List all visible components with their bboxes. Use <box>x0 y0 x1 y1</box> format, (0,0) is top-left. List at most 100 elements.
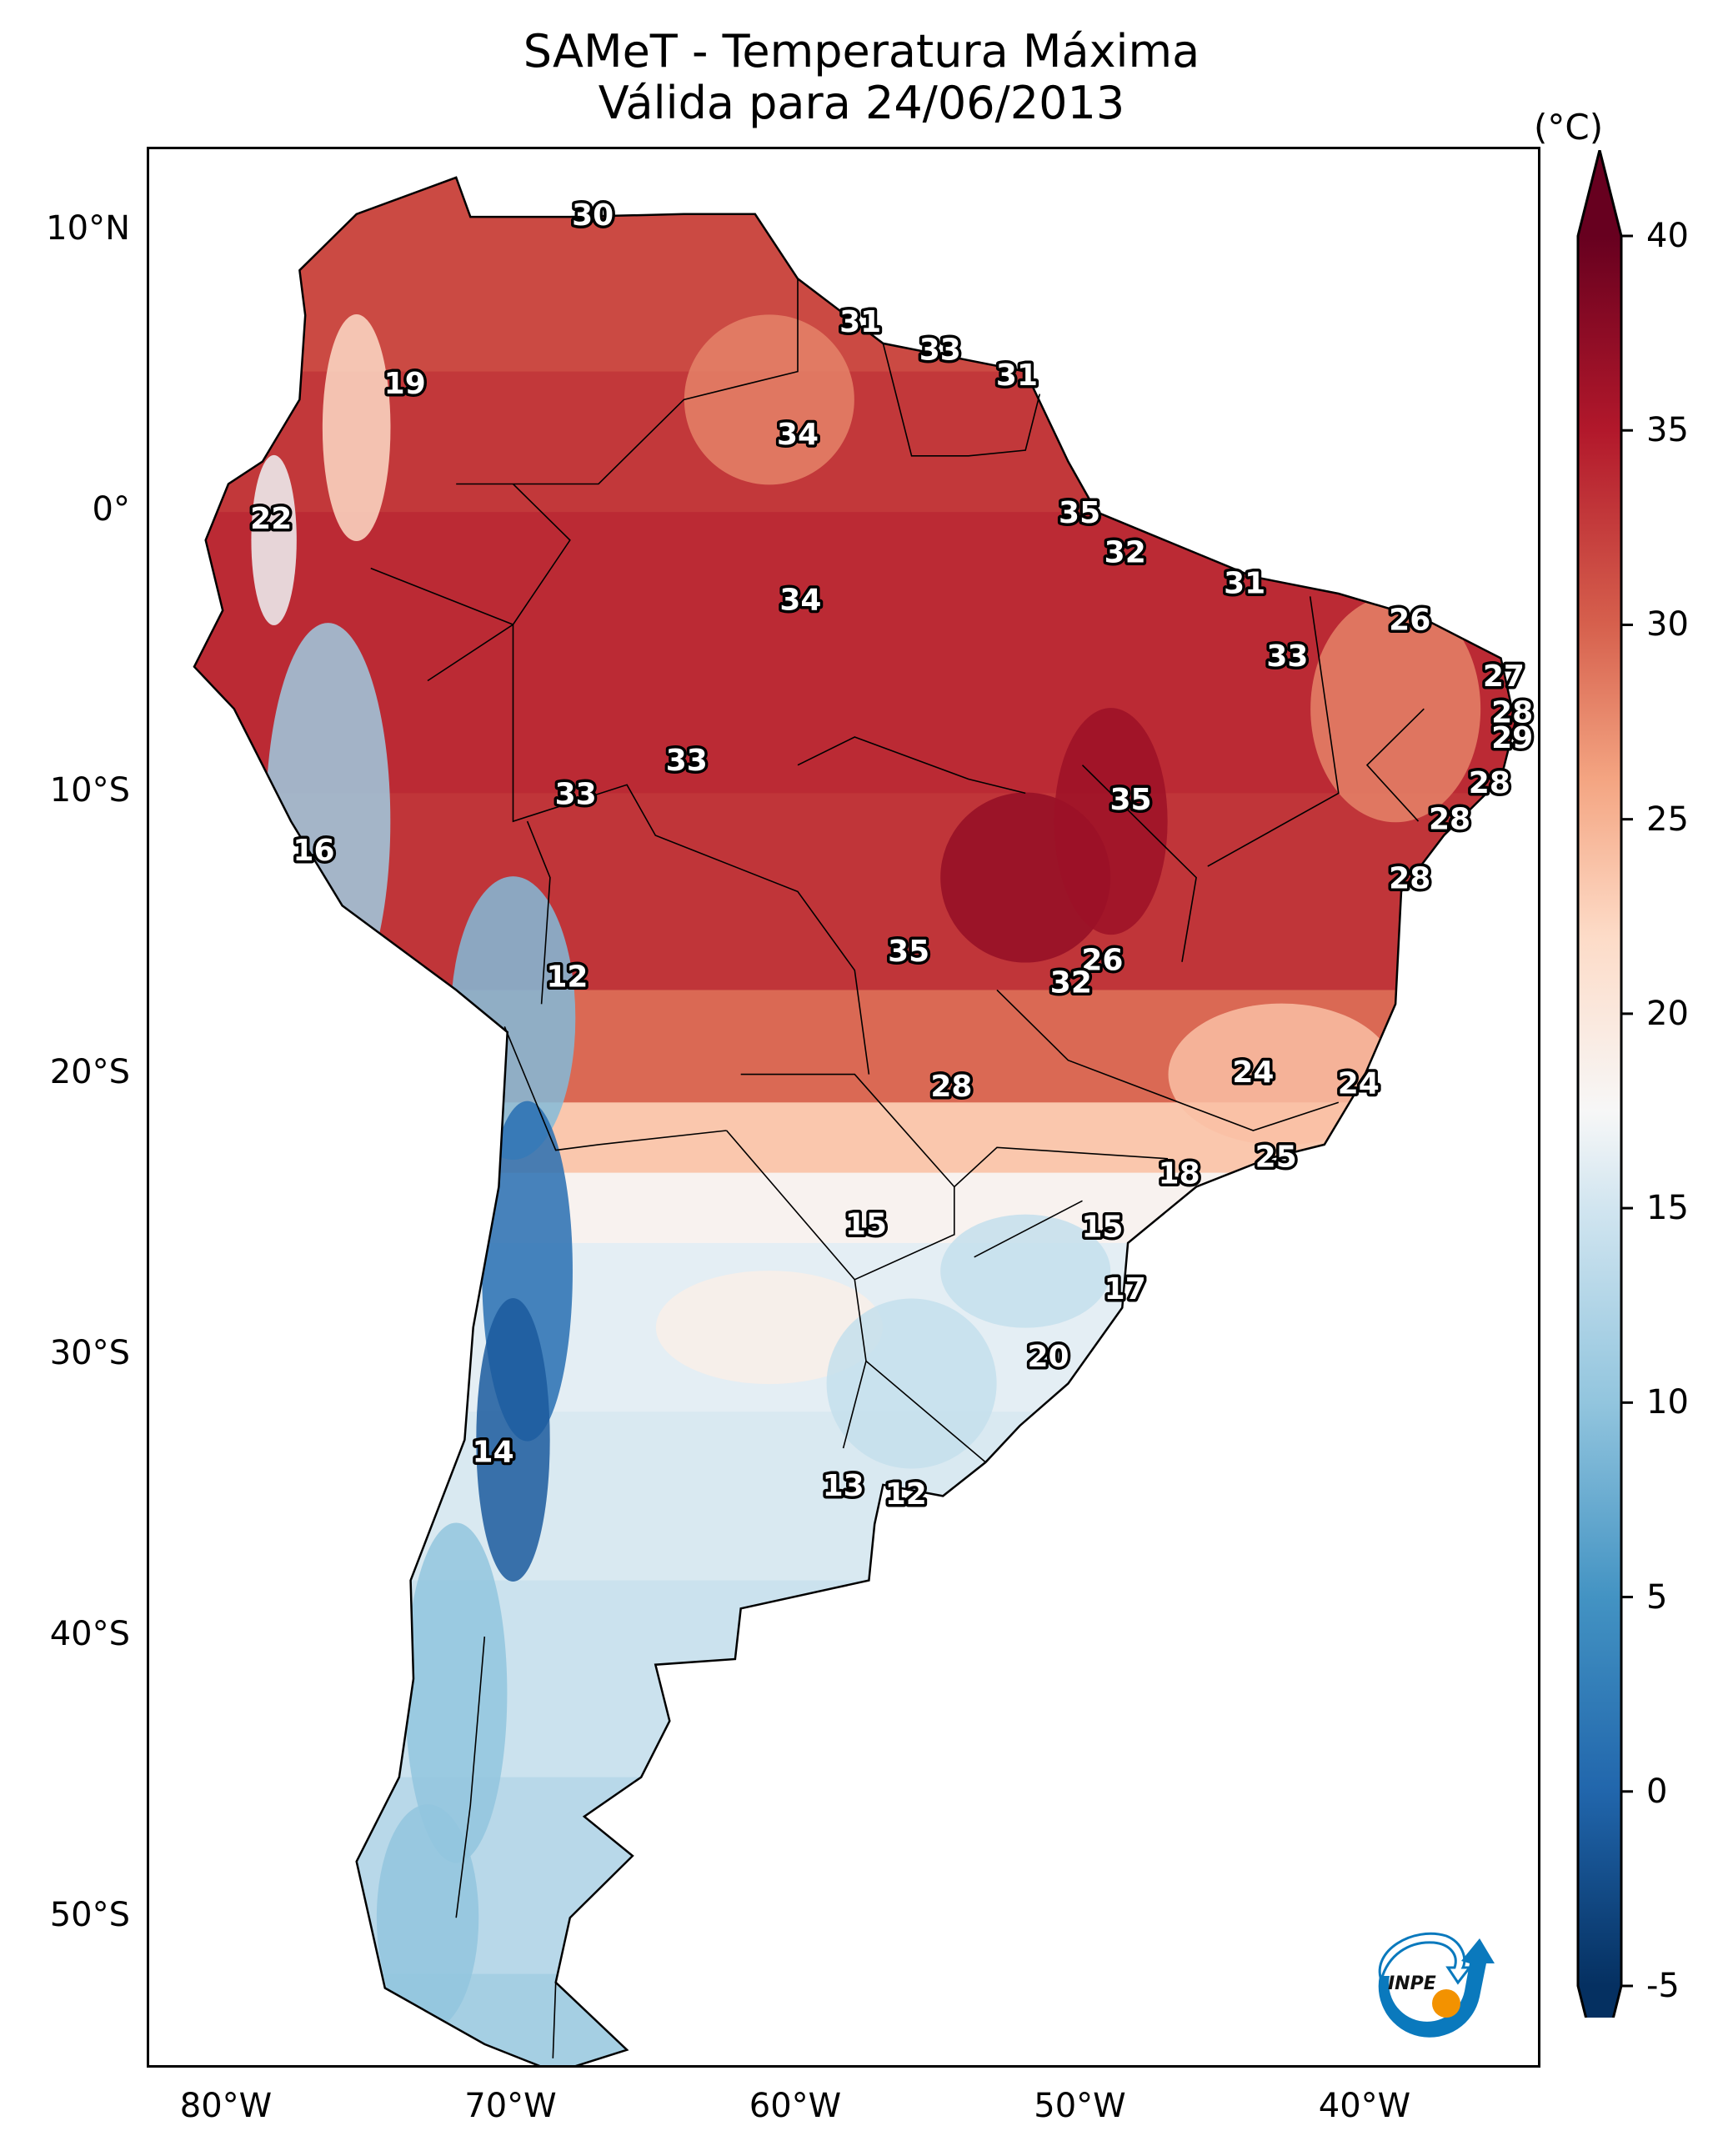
lat-tick-label: 10°N <box>46 209 130 248</box>
station-value-label: 18 <box>1159 1157 1200 1191</box>
colorbar-extend-max <box>1578 150 1621 236</box>
station-value-label: 33 <box>1266 639 1308 674</box>
country-border <box>865 1360 986 1463</box>
station-value-label: 26 <box>1081 943 1123 977</box>
temperature-band <box>194 1777 1515 1975</box>
temperature-anomaly <box>1168 1003 1395 1146</box>
station-value-label: 12 <box>546 960 588 995</box>
temperature-anomaly <box>251 454 297 625</box>
station-value-label: 27 <box>1483 659 1525 694</box>
lon-tick-label: 50°W <box>1034 2087 1126 2125</box>
station-value-label: 24 <box>1232 1055 1274 1090</box>
country-border <box>427 623 870 1075</box>
colorbar-tick-label: 40 <box>1646 217 1689 255</box>
colorbar <box>1576 150 1633 2018</box>
station-value-label: 28 <box>930 1070 972 1104</box>
station-value-label: 35 <box>1059 496 1100 530</box>
country-border <box>725 1073 955 1281</box>
station-value-label: 14 <box>473 1435 514 1469</box>
station-value-label: 17 <box>1104 1272 1146 1306</box>
inpe-logo-arrow <box>1378 1932 1473 1985</box>
lat-tick-label: 30°S <box>49 1333 130 1372</box>
station-value-label: 13 <box>823 1469 864 1503</box>
station-value-label: 28 <box>1389 862 1430 896</box>
station-value-label: 35 <box>888 935 929 969</box>
station-value-label: 16 <box>293 834 334 868</box>
station-value-label: 30 <box>572 198 614 233</box>
station-value-label: 33 <box>555 777 597 811</box>
station-value-label: 15 <box>1081 1211 1123 1245</box>
lon-tick-label: 80°W <box>179 2087 273 2125</box>
land-temperature-field <box>194 177 1515 2065</box>
temperature-anomaly <box>1310 595 1481 823</box>
chart-title: SAMeT - Temperatura Máxima <box>523 25 1200 78</box>
station-value-label: 24 <box>1338 1067 1380 1101</box>
station-value-label: 34 <box>779 584 821 618</box>
colorbar-extend-min <box>1578 1986 1621 2018</box>
map-plot-area: 30 19 31 33 31 34 22 35 32 31 34 26 33 27 28 29 33 33 35 28… <box>147 147 1540 2068</box>
country-border <box>456 278 799 485</box>
colorbar-tick-label: 0 <box>1646 1772 1668 1811</box>
lon-tick-label: 70°W <box>464 2087 557 2125</box>
station-value-label: 33 <box>666 744 708 778</box>
lat-tick-label: 50°S <box>49 1896 130 1935</box>
colorbar-gradient <box>1578 236 1621 1986</box>
temperature-anomaly <box>684 314 854 485</box>
country-border <box>1365 708 1425 822</box>
station-value-label: 31 <box>996 358 1038 393</box>
lat-tick-label: 0° <box>92 490 130 529</box>
station-value-label: 12 <box>885 1477 927 1512</box>
station-value-label: 15 <box>845 1207 887 1241</box>
inpe-logo-sun <box>1432 1989 1460 2018</box>
station-value-label: 34 <box>777 418 819 452</box>
temperature-anomaly <box>476 1297 550 1582</box>
station-value-label: 28 <box>1491 696 1533 730</box>
inpe-logo-text: INPE <box>1388 1973 1436 1994</box>
station-value-label: 35 <box>1110 783 1152 817</box>
station-value-label: 25 <box>1255 1140 1297 1174</box>
country-border <box>974 1200 1083 1258</box>
colorbar-tick-label: 30 <box>1646 605 1689 644</box>
country-border <box>882 343 1041 457</box>
country-border <box>503 1025 727 1151</box>
country-border <box>797 736 1026 795</box>
station-value-label: 31 <box>1224 567 1265 601</box>
temperature-anomaly <box>322 314 391 542</box>
colorbar-tick-label: 5 <box>1646 1577 1668 1617</box>
temperature-anomaly <box>405 1522 508 1863</box>
colorbar-unit-label: (°C) <box>1534 107 1604 148</box>
colorbar-tick-label: 10 <box>1646 1383 1689 1422</box>
chart-subtitle: Válida para 24/06/2013 <box>598 77 1125 129</box>
coastline <box>193 176 1516 2065</box>
country-border <box>842 1279 867 1449</box>
temperature-anomaly <box>940 1214 1111 1328</box>
station-value-label: 32 <box>1050 965 1092 1000</box>
country-border <box>370 483 571 626</box>
station-value-label: 33 <box>919 333 961 368</box>
colorbar-tick-label: 20 <box>1646 994 1689 1033</box>
colorbar-tick-label: -5 <box>1646 1967 1680 2005</box>
station-value-label: 26 <box>1389 603 1430 637</box>
colorbar-tick-label: 25 <box>1646 800 1689 839</box>
temperature-anomaly <box>376 1804 479 2032</box>
lat-tick-label: 20°S <box>49 1052 130 1091</box>
lat-tick-label: 40°S <box>49 1615 130 1653</box>
lon-tick-label: 40°W <box>1318 2087 1411 2125</box>
country-border <box>954 1146 1169 1188</box>
country-border <box>996 989 1340 1131</box>
station-value-label: 32 <box>1104 535 1146 569</box>
station-value-label: 22 <box>250 502 292 536</box>
country-border <box>552 1982 557 2058</box>
colorbar-tick-label: 15 <box>1646 1189 1689 1228</box>
lat-tick-label: 10°S <box>49 771 130 810</box>
temperature-band <box>194 1580 1515 1778</box>
country-border <box>1081 765 1197 962</box>
country-borders <box>193 176 1516 2065</box>
station-value-label: 29 <box>1491 721 1533 755</box>
station-value-label: 20 <box>1027 1340 1069 1374</box>
inpe-logo: INPE <box>1378 1932 1495 2038</box>
country-border <box>1207 596 1340 867</box>
country-border <box>455 1636 486 1918</box>
